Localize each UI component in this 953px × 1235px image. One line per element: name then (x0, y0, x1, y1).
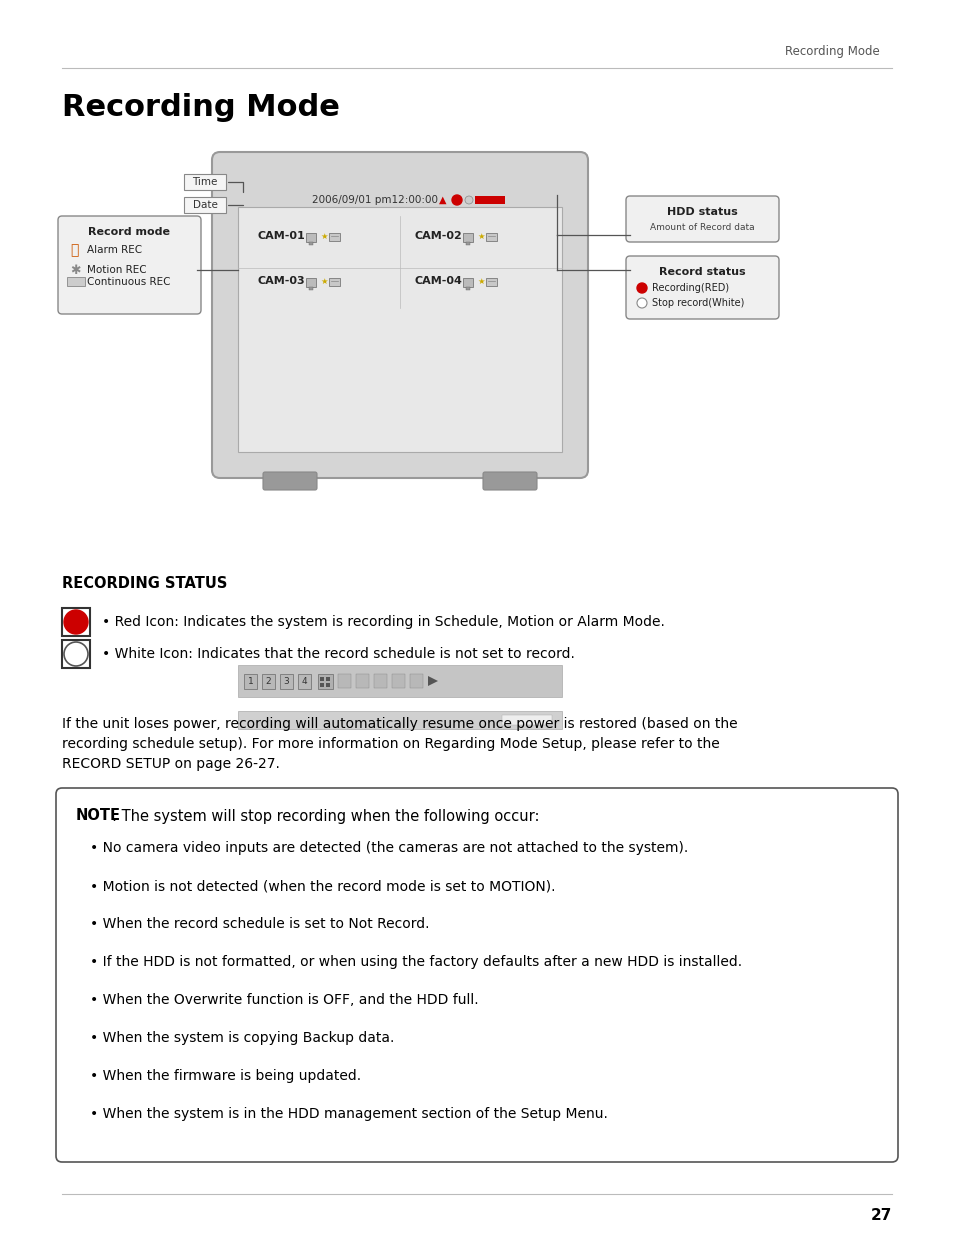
Bar (237, 711, 561, 729)
Bar (297, 674, 311, 689)
Polygon shape (428, 676, 437, 685)
Circle shape (64, 610, 88, 634)
Bar (337, 674, 351, 688)
Circle shape (637, 298, 646, 308)
Bar (501, 715, 552, 725)
Bar (62, 640, 90, 668)
Bar (465, 242, 470, 245)
Text: • Red Icon: Indicates the system is recording in Schedule, Motion or Alarm Mode.: • Red Icon: Indicates the system is reco… (102, 615, 664, 629)
Text: Record mode: Record mode (89, 227, 171, 237)
Text: ▲: ▲ (438, 195, 446, 205)
FancyBboxPatch shape (184, 198, 226, 212)
Bar (262, 674, 274, 689)
Bar (485, 233, 497, 241)
Text: HDD status: HDD status (666, 207, 737, 217)
FancyBboxPatch shape (263, 472, 316, 490)
Text: CAM-02: CAM-02 (415, 231, 462, 241)
Bar (485, 278, 497, 287)
Text: ★: ★ (476, 277, 484, 285)
Circle shape (452, 195, 461, 205)
Text: CAM-04: CAM-04 (415, 275, 462, 287)
Text: recording schedule setup). For more information on Regarding Mode Setup, please : recording schedule setup). For more info… (62, 737, 719, 751)
Text: RECORDING STATUS: RECORDING STATUS (62, 577, 227, 592)
Bar (280, 674, 293, 689)
Text: Record status: Record status (659, 267, 745, 277)
Text: Recording Mode: Recording Mode (784, 46, 879, 58)
Bar (306, 278, 315, 287)
Text: 3: 3 (283, 677, 289, 685)
Text: RECORD SETUP on page 26-27.: RECORD SETUP on page 26-27. (62, 757, 279, 771)
FancyBboxPatch shape (58, 216, 201, 314)
Bar (326, 683, 330, 687)
Text: If the unit loses power, recording will automatically resume once power is resto: If the unit loses power, recording will … (62, 718, 737, 731)
Text: Motion REC: Motion REC (87, 266, 147, 275)
Text: • No camera video inputs are detected (the cameras are not attached to the syste: • No camera video inputs are detected (t… (90, 841, 687, 855)
Text: CAM-03: CAM-03 (257, 275, 305, 287)
Text: • If the HDD is not formatted, or when using the factory defaults after a new HD: • If the HDD is not formatted, or when u… (90, 955, 741, 969)
Text: Time: Time (193, 177, 217, 186)
Bar (462, 233, 473, 242)
Text: Stop record(White): Stop record(White) (651, 298, 743, 308)
Text: : The system will stop recording when the following occur:: : The system will stop recording when th… (112, 809, 539, 824)
FancyBboxPatch shape (625, 196, 779, 242)
Bar (329, 278, 339, 287)
Bar (475, 196, 504, 204)
Bar (462, 278, 473, 287)
Circle shape (464, 196, 473, 204)
Text: Continuous REC: Continuous REC (87, 277, 171, 287)
Text: 27: 27 (870, 1209, 891, 1224)
Bar (465, 287, 470, 290)
Text: • When the Overwrite function is OFF, and the HDD full.: • When the Overwrite function is OFF, an… (90, 993, 478, 1007)
Text: • When the firmware is being updated.: • When the firmware is being updated. (90, 1070, 361, 1083)
Bar (67, 277, 85, 287)
Bar (326, 677, 330, 680)
Text: ★: ★ (319, 277, 327, 285)
Bar (319, 677, 324, 680)
Bar (355, 674, 369, 688)
Text: 1: 1 (248, 677, 253, 685)
Text: 2: 2 (265, 677, 271, 685)
Text: NOTE: NOTE (76, 809, 121, 824)
Text: Recording Mode: Recording Mode (62, 94, 339, 122)
FancyBboxPatch shape (184, 174, 226, 190)
Bar (329, 233, 339, 241)
Text: 2006/09/01 pm12:00:00: 2006/09/01 pm12:00:00 (312, 195, 437, 205)
Circle shape (637, 283, 646, 293)
Text: • When the system is copying Backup data.: • When the system is copying Backup data… (90, 1031, 394, 1045)
Bar (306, 233, 315, 242)
Text: • When the system is in the HDD management section of the Setup Menu.: • When the system is in the HDD manageme… (90, 1107, 607, 1121)
Text: ★: ★ (319, 231, 327, 241)
Text: ★: ★ (476, 231, 484, 241)
Text: • White Icon: Indicates that the record schedule is not set to record.: • White Icon: Indicates that the record … (102, 647, 575, 661)
Text: • When the record schedule is set to Not Record.: • When the record schedule is set to Not… (90, 918, 429, 931)
Text: • Motion is not detected (when the record mode is set to MOTION).: • Motion is not detected (when the recor… (90, 879, 555, 893)
Bar (317, 674, 333, 689)
Bar (309, 287, 313, 290)
Bar (319, 683, 324, 687)
Bar (62, 608, 90, 636)
Text: ⧖: ⧖ (70, 243, 78, 257)
FancyBboxPatch shape (625, 256, 779, 319)
Text: CAM-01: CAM-01 (257, 231, 305, 241)
Text: Date: Date (193, 200, 217, 210)
Circle shape (64, 642, 88, 666)
Text: Alarm REC: Alarm REC (87, 245, 142, 254)
FancyBboxPatch shape (482, 472, 537, 490)
Text: 4: 4 (301, 677, 307, 685)
Text: Recording(RED): Recording(RED) (651, 283, 728, 293)
Text: ✱: ✱ (70, 263, 80, 277)
Bar (410, 674, 422, 688)
Text: Amount of Record data: Amount of Record data (650, 222, 754, 231)
FancyBboxPatch shape (56, 788, 897, 1162)
Bar (392, 674, 405, 688)
Bar (374, 674, 387, 688)
Bar (237, 207, 561, 452)
Bar (244, 674, 256, 689)
FancyBboxPatch shape (212, 152, 587, 478)
Bar (309, 242, 313, 245)
Bar (237, 664, 561, 697)
